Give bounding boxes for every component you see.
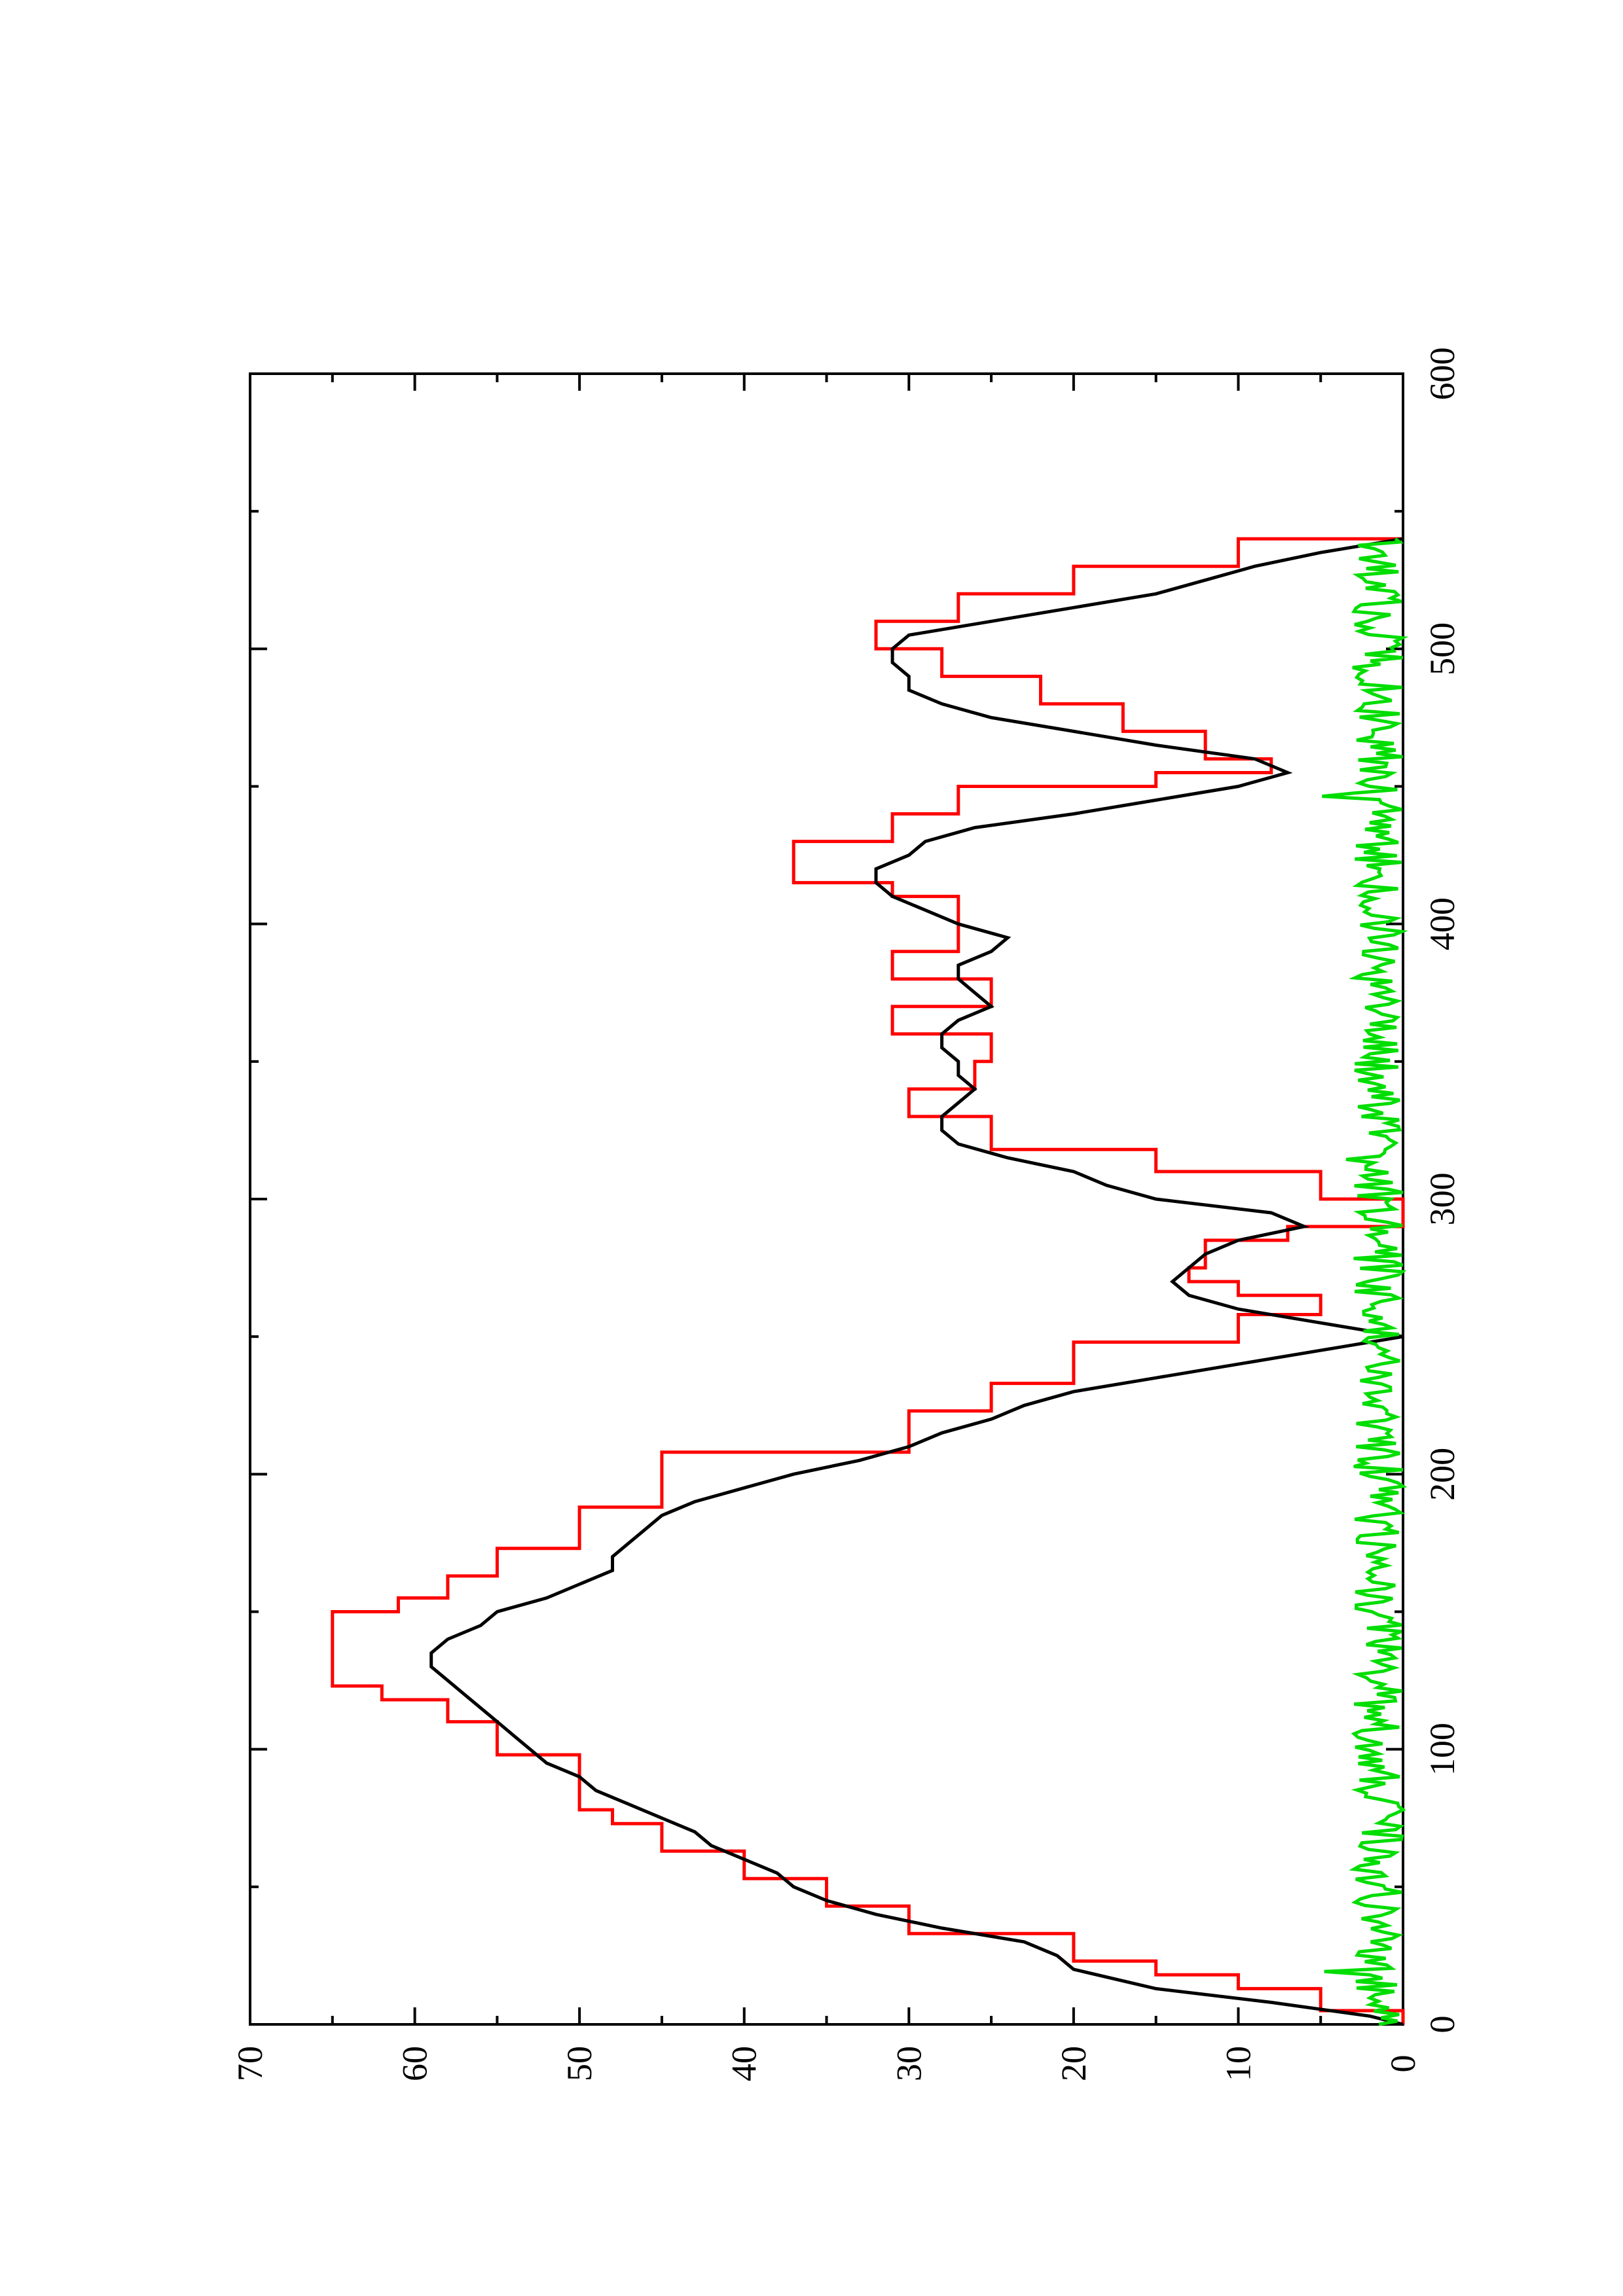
y-tick-label: 70 <box>230 2046 270 2081</box>
x-tick-label: 0 <box>1423 2016 1462 2034</box>
black-line <box>429 537 1404 2026</box>
x-tick-label: 600 <box>1423 348 1462 401</box>
x-tick-label: 300 <box>1423 1173 1462 1226</box>
y-tick-label: 0 <box>1383 2055 1423 2073</box>
tick-labels: 0 100 200 300 400 500 600 0 10 20 30 40 50 60 70 <box>230 348 1462 2082</box>
tick-marks <box>249 372 1404 2026</box>
x-tick-label: 200 <box>1423 1448 1462 1501</box>
chart-frame <box>249 372 1404 2026</box>
y-tick-label: 30 <box>889 2046 928 2081</box>
x-tick-label: 400 <box>1423 897 1462 950</box>
red-step-line <box>331 537 1405 2024</box>
green-noise-line <box>1322 537 1409 2026</box>
x-tick-label: 100 <box>1423 1723 1462 1776</box>
x-tick-label: 500 <box>1423 622 1462 675</box>
y-tick-label: 60 <box>395 2046 435 2081</box>
y-tick-label: 50 <box>560 2046 599 2081</box>
y-tick-label: 20 <box>1054 2046 1093 2081</box>
y-tick-label: 40 <box>725 2046 764 2081</box>
y-tick-label: 10 <box>1218 2046 1258 2081</box>
series-lines <box>331 537 1409 2026</box>
